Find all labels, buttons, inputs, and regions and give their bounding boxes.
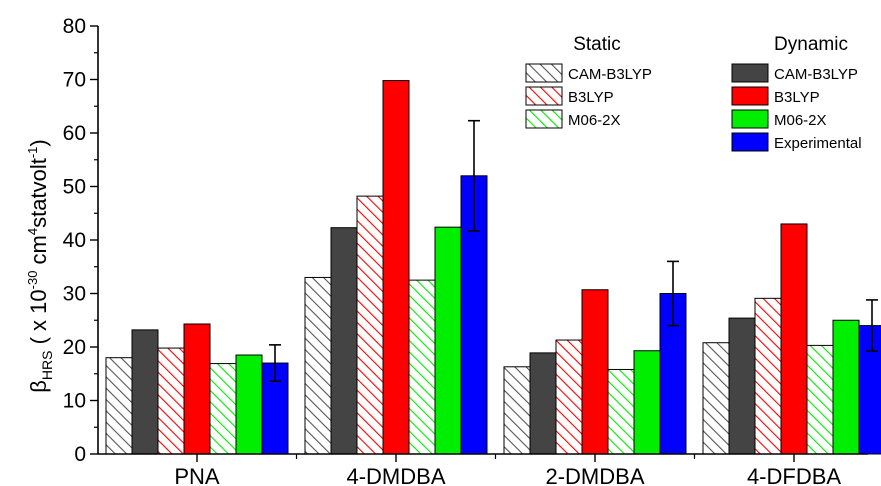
legend-label-static-b3lyp: B3LYP	[568, 89, 614, 106]
bar-dynamic-m06-2x-2-dmdba	[633, 350, 661, 455]
y-axis-label: βHRS ( x 10-30 cm4statvolt-1)	[25, 139, 55, 392]
legend-swatch-dynamic-b3lyp	[731, 86, 769, 106]
legend-title-dynamic: Dynamic	[774, 34, 848, 55]
y-label-rest-a: ( x 10	[26, 289, 51, 350]
x-tick-label-4-dmdba: 4-DMDBA	[346, 464, 445, 486]
bar-dynamic-m06-2x-pna	[235, 354, 263, 455]
bar-static-cam-b3lyp-2-dmdba	[503, 366, 531, 455]
bar-dynamic-m06-2x-4-dmdba	[434, 226, 462, 455]
y-label-exp-a: -30	[25, 271, 40, 290]
y-label-sub: HRS	[39, 351, 55, 381]
legend-swatch-static-m06-2x	[525, 109, 563, 129]
legend-title-static: Static	[573, 34, 621, 55]
y-tick-label-40: 40	[63, 229, 86, 252]
legend-label-static-cam-b3lyp: CAM-B3LYP	[568, 66, 652, 83]
x-tick-label-2-dmdba: 2-DMDBA	[545, 464, 644, 486]
legend-swatch-dynamic-m06-2x	[731, 109, 769, 129]
bar-static-m06-2x-2-dmdba	[607, 368, 635, 455]
y-label-rest-c: statvolt	[26, 158, 51, 228]
y-tick-label-0: 0	[74, 443, 86, 466]
bar-dynamic-cam-b3lyp-pna	[131, 329, 159, 455]
error-bar-2-dmdba	[667, 260, 679, 327]
legend-label-static-m06-2x: M06-2X	[568, 112, 621, 129]
y-label-rest-d: )	[26, 139, 51, 146]
legend-label-dynamic-cam-b3lyp: CAM-B3LYP	[774, 66, 858, 83]
y-tick-label-30: 30	[63, 283, 86, 306]
bar-static-cam-b3lyp-4-dmdba	[304, 276, 332, 455]
error-bar-pna	[269, 344, 281, 383]
bar-dynamic-b3lyp-4-dmdba	[382, 80, 410, 455]
bar-dynamic-b3lyp-pna	[183, 323, 211, 455]
bar-static-b3lyp-pna	[157, 347, 185, 455]
bar-static-b3lyp-2-dmdba	[555, 339, 583, 455]
legend-label-dynamic-b3lyp: B3LYP	[774, 89, 820, 106]
y-label-main: β	[26, 380, 51, 393]
y-tick-label-80: 80	[63, 15, 86, 38]
error-bar-4-dmdba	[468, 119, 480, 232]
y-label-rest-b: cm	[26, 235, 51, 270]
y-label-exp-b: 4	[25, 228, 40, 235]
legend-swatch-dynamic-cam-b3lyp	[731, 63, 769, 83]
bar-static-m06-2x-pna	[209, 363, 237, 455]
y-label-exp-c: -1	[25, 147, 40, 159]
bar-dynamic-b3lyp-4-dfdba	[780, 223, 808, 455]
bar-static-cam-b3lyp-4-dfdba	[702, 342, 730, 455]
y-tick-label-60: 60	[63, 122, 86, 145]
y-tick-label-10: 10	[63, 390, 86, 413]
error-bar-4-dfdba	[866, 299, 878, 353]
legend-swatch-static-b3lyp	[525, 86, 563, 106]
bar-dynamic-cam-b3lyp-4-dmdba	[330, 227, 358, 455]
legend-label-dynamic-m06-2x: M06-2X	[774, 112, 827, 129]
error-bars-layer	[269, 119, 878, 383]
legend: Static CAM-B3LYP B3LYP M06-2X Dynamic CAM-B3L…	[525, 34, 862, 152]
bar-static-m06-2x-4-dmdba	[408, 279, 436, 455]
bar-dynamic-cam-b3lyp-4-dfdba	[728, 317, 756, 455]
bar-static-b3lyp-4-dmdba	[356, 195, 384, 455]
x-tick-label-pna: PNA	[174, 464, 220, 486]
bar-dynamic-b3lyp-2-dmdba	[581, 289, 609, 455]
y-tick-label-20: 20	[63, 336, 86, 359]
legend-swatch-static-cam-b3lyp	[525, 63, 563, 83]
x-tick-label-4-dfdba: 4-DFDBA	[747, 464, 841, 486]
y-tick-label-70: 70	[63, 69, 86, 92]
bar-static-m06-2x-4-dfdba	[806, 344, 834, 455]
legend-swatch-dynamic-experimental	[731, 132, 769, 152]
legend-label-dynamic-experimental: Experimental	[774, 135, 862, 152]
bar-dynamic-m06-2x-4-dfdba	[832, 319, 860, 455]
bar-static-b3lyp-4-dfdba	[754, 297, 782, 455]
bar-static-cam-b3lyp-pna	[105, 357, 133, 455]
axes-layer: 0 10 20 30 40 50 60 70 80 PNA 4-DMDBA 2-DMDBA 4-DFDB…	[63, 15, 868, 486]
bar-dynamic-cam-b3lyp-2-dmdba	[529, 352, 557, 455]
y-tick-label-50: 50	[63, 176, 86, 199]
bar-dynamic-experimental-4-dfdba	[858, 325, 881, 455]
